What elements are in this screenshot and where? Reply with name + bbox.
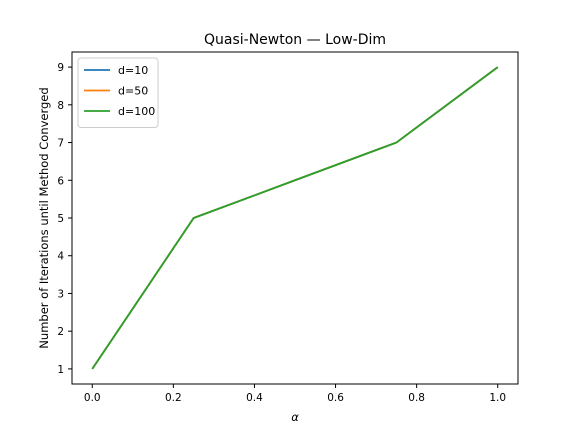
y-tick-label: 5 <box>57 213 64 225</box>
y-tick-label: 4 <box>57 251 64 263</box>
x-tick-label: 0.0 <box>84 392 101 404</box>
legend-label: d=10 <box>118 64 148 77</box>
legend-label: d=50 <box>118 85 148 98</box>
chart-title: Quasi-Newton — Low-Dim <box>204 32 386 48</box>
y-tick-label: 6 <box>57 175 64 187</box>
legend-label: d=100 <box>118 105 155 118</box>
x-tick-label: 0.2 <box>165 392 182 404</box>
series-line-d-100 <box>91 66 499 370</box>
x-tick-label: 0.4 <box>246 392 263 404</box>
legend: d=10 d=50 d=100 <box>77 57 159 128</box>
y-tick-label: 1 <box>57 364 64 376</box>
y-axis-ticks: 1 2 3 4 5 6 7 8 9 <box>57 62 72 376</box>
y-axis-label: Number of Iterations until Method Conver… <box>37 87 51 348</box>
x-tick-label: 0.6 <box>327 392 344 404</box>
y-tick-label: 7 <box>57 138 64 150</box>
plot-area-frame <box>71 51 519 385</box>
x-tick-label: 0.8 <box>408 392 425 404</box>
x-axis-label: α <box>291 410 299 424</box>
y-tick-label: 8 <box>57 100 64 112</box>
x-axis-ticks: 0.0 0.2 0.4 0.6 0.8 1.0 <box>84 384 506 404</box>
y-tick-label: 3 <box>57 288 64 300</box>
x-tick-label: 1.0 <box>489 392 506 404</box>
series-lines <box>91 66 499 370</box>
y-tick-label: 9 <box>57 62 64 74</box>
y-tick-label: 2 <box>57 326 64 338</box>
